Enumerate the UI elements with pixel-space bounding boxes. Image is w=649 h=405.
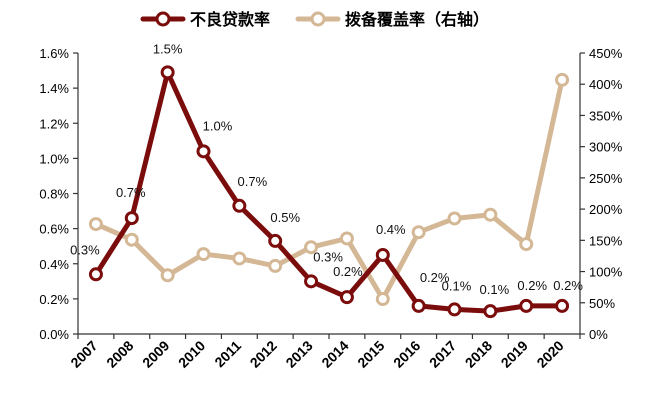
y-right-tick-label: 100% (589, 265, 623, 280)
x-tick-label: 2018 (462, 337, 495, 370)
y-left-tick-label: 0.2% (39, 292, 69, 307)
x-tick-label: 2016 (390, 337, 423, 370)
x-tick-label: 2010 (175, 337, 208, 370)
y-left-tick-label: 1.2% (39, 116, 69, 131)
npl-data-label: 0.5% (270, 210, 300, 225)
npl-point (519, 298, 534, 313)
npl-data-label: 0.7% (238, 174, 268, 189)
npl-point (375, 247, 390, 262)
y-left-tick-label: 1.4% (39, 81, 69, 96)
coverage-point (519, 237, 534, 252)
y-left-tick-label: 0.4% (39, 257, 69, 272)
coverage-point (160, 268, 175, 283)
series-coverage (88, 72, 570, 307)
npl-data-label: 0.2% (333, 264, 363, 279)
npl-data-label: 1.0% (203, 118, 233, 133)
coverage-point (124, 232, 139, 247)
x-tick-label: 2019 (498, 337, 531, 370)
y-right-tick-label: 200% (589, 202, 623, 217)
x-tick-label: 2013 (282, 337, 315, 370)
npl-data-label: 0.4% (376, 222, 406, 237)
npl-point (268, 233, 283, 248)
coverage-point (447, 211, 462, 226)
x-tick-label: 2009 (139, 337, 172, 370)
x-tick-label: 2017 (426, 337, 459, 370)
npl-point (304, 274, 319, 289)
npl-data-label: 0.1% (442, 278, 472, 293)
npl-point (483, 304, 498, 319)
y-right-tick-label: 250% (589, 171, 623, 186)
coverage-point (304, 240, 319, 255)
y-right-tick-label: 50% (589, 296, 615, 311)
npl-point (555, 298, 570, 313)
npl-data-label: 0.2% (420, 270, 450, 285)
npl-data-label: 0.2% (553, 278, 583, 293)
npl-data-label: 0.2% (517, 278, 547, 293)
npl-point (339, 290, 354, 305)
npl-data-label: 1.5% (153, 41, 183, 56)
coverage-point (555, 72, 570, 87)
y-right-tick-label: 450% (589, 46, 623, 61)
legend-npl-marker (155, 11, 171, 27)
x-tick-label: 2020 (533, 337, 566, 370)
data-labels: 0.3%0.7%1.5%1.0%0.7%0.5%0.3%0.2%0.4%0.2%… (70, 41, 583, 297)
y-left-tick-label: 0.0% (39, 327, 69, 342)
coverage-line (94, 79, 565, 302)
legend: 不良贷款率 拨备覆盖率（右轴） (140, 10, 489, 29)
npl-data-label: 0.7% (116, 185, 146, 200)
npl-data-label: 0.3% (313, 249, 343, 264)
x-tick-label: 2008 (103, 337, 136, 370)
legend-coverage-marker (310, 11, 326, 27)
coverage-point (375, 292, 390, 307)
x-tick-label: 2011 (211, 337, 244, 370)
npl-point (447, 302, 462, 317)
y-left-tick-label: 0.6% (39, 222, 69, 237)
coverage-point (483, 207, 498, 222)
x-tick-label: 2015 (354, 337, 387, 370)
npl-point (124, 211, 139, 226)
x-tick-label: 2012 (247, 337, 280, 370)
npl-point (411, 298, 426, 313)
y-right-tick-label: 300% (589, 140, 623, 155)
y-right-tick-label: 350% (589, 108, 623, 123)
coverage-point (196, 247, 211, 262)
npl-data-label: 0.1% (480, 282, 510, 297)
y-left-tick-label: 1.0% (39, 151, 69, 166)
npl-point (160, 65, 175, 80)
y-right-tick-label: 0% (589, 327, 608, 342)
coverage-point (411, 225, 426, 240)
coverage-point (232, 251, 247, 266)
y-left-tick-label: 0.8% (39, 187, 69, 202)
y-right-tick-label: 150% (589, 233, 623, 248)
coverage-point (268, 258, 283, 273)
npl-point (232, 198, 247, 213)
npl-point (196, 144, 211, 159)
npl-point (88, 267, 103, 282)
series-npl (88, 65, 570, 319)
x-tick-label: 2014 (318, 337, 351, 370)
coverage-point (339, 231, 354, 246)
legend-coverage-label: 拨备覆盖率（右轴） (345, 10, 489, 29)
legend-npl-label: 不良贷款率 (190, 10, 270, 29)
x-tick-label: 2007 (67, 337, 100, 370)
npl-data-label: 0.3% (70, 242, 100, 257)
y-right-tick-label: 400% (589, 77, 623, 92)
coverage-point (88, 217, 103, 232)
y-left-tick-label: 1.6% (39, 46, 69, 61)
